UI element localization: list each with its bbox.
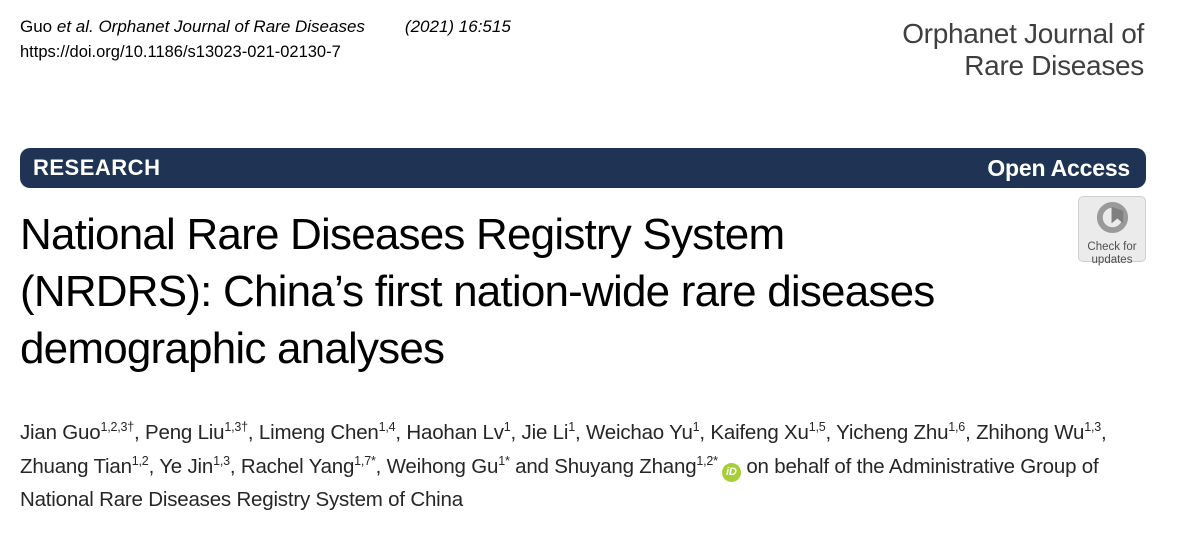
author-affiliation-superscript: 1,6 (948, 420, 966, 435)
author-name: Ye Jin (159, 454, 214, 478)
check-for-updates-label: Check for updates (1087, 241, 1137, 266)
author-affiliation-superscript: 1,3 (213, 453, 230, 468)
author-list: Jian Guo1,2,3†, Peng Liu1,3†, Limeng Che… (20, 420, 1107, 511)
author-affiliation-superscript: 1,2* (696, 453, 718, 468)
orcid-icon[interactable]: iD (721, 462, 741, 482)
article-type-label: RESEARCH (33, 155, 161, 180)
author-name: Zhihong Wu (976, 421, 1085, 444)
check-for-updates-button[interactable]: Check for updates (1078, 196, 1146, 266)
author-name: Haohan Lv (406, 421, 504, 444)
author-affiliation-superscript: 1,7* (354, 453, 376, 468)
author-name: Jian Guo (20, 421, 101, 444)
author-affiliation-superscript: 1 (568, 420, 575, 435)
article-type-banner: RESEARCH Open Access (20, 148, 1146, 188)
citation-issue: (2021) 16:515 (404, 17, 511, 36)
author-affiliation-superscript: 1,3 (1084, 420, 1102, 435)
crossmark-icon (1095, 200, 1130, 240)
author-name: Rachel Yang (240, 454, 355, 478)
author-name: Limeng Chen (258, 421, 379, 444)
author-affiliation-superscript: 1 (692, 420, 700, 435)
open-access-label: Open Access (987, 154, 1130, 181)
author-name: Yicheng Zhu (836, 421, 949, 444)
author-affiliation-superscript: 1,2,3† (100, 420, 135, 435)
author-name: Jie Li (521, 421, 569, 444)
author-affiliation-superscript: 1,3† (224, 420, 248, 435)
author-affiliation-superscript: 1,4 (378, 420, 396, 435)
author-name: Weichao Yu (585, 421, 693, 444)
author-name: Peng Liu (145, 421, 225, 444)
article-title: National Rare Diseases Registry System (… (20, 210, 935, 373)
author-affiliation-superscript: 1* (498, 453, 510, 468)
citation-journal: et al. Orphanet Journal of Rare Diseases (52, 17, 365, 36)
author-affiliation-superscript: 1 (503, 420, 511, 435)
author-affiliation-superscript: 1,2 (131, 453, 149, 468)
author-name: Weihong Gu (386, 454, 499, 478)
author-name: Shuyang Zhang (554, 454, 697, 478)
author-name: Kaifeng Xu (710, 421, 809, 444)
citation-author: Guo (20, 17, 53, 36)
journal-masthead: Orphanet Journal of Rare Diseases (902, 18, 1144, 81)
citation-line: Guo et al. Orphanet Journal of Rare Dise… (20, 17, 511, 36)
doi-link[interactable]: https://doi.org/10.1186/s13023-021-02130… (20, 43, 341, 61)
citation-block: Guo et al. Orphanet Journal of Rare Dise… (20, 14, 511, 65)
author-name: Zhuang Tian (20, 454, 132, 478)
author-affiliation-superscript: 1,5 (808, 420, 826, 435)
